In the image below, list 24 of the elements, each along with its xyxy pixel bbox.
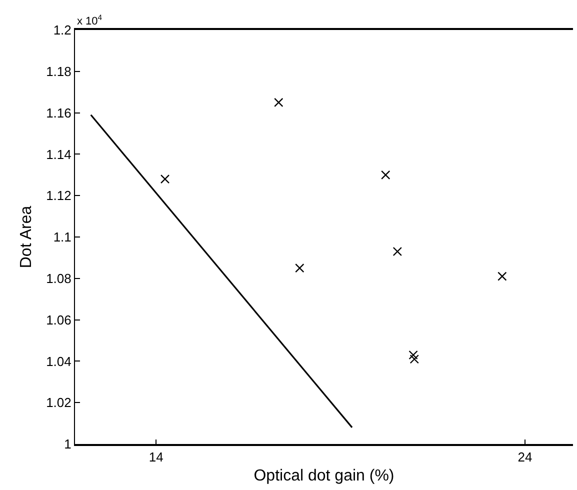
x-axis-title: Optical dot gain (%) xyxy=(254,468,394,485)
y-tick-label: 1.14 xyxy=(46,146,72,162)
point xyxy=(160,174,170,184)
y-tick-label: 1.18 xyxy=(46,64,72,79)
point xyxy=(274,98,284,108)
y-axis-title: Dot Area xyxy=(18,206,35,268)
y-tick-label: 1.2 xyxy=(53,22,72,38)
y-tick-label: 1.06 xyxy=(46,312,72,328)
y-tick-label: 1.12 xyxy=(46,188,72,204)
y-tick-label: 1.02 xyxy=(46,395,72,410)
y-tick-label: 1.08 xyxy=(46,270,72,286)
point xyxy=(392,246,402,256)
point xyxy=(408,350,418,360)
y-tick-label: 1.04 xyxy=(46,354,72,369)
y-tick-label: 1.1 xyxy=(53,230,72,245)
text: x 10$^{4}$ xyxy=(77,13,103,28)
point xyxy=(498,272,507,281)
y-tick-label: 1.16 xyxy=(46,105,72,120)
point xyxy=(410,354,419,364)
x-tick-label: 24 xyxy=(518,449,532,464)
point xyxy=(381,170,390,180)
y-tick-label: 1 xyxy=(64,436,72,452)
x-tick-label: 14 xyxy=(148,449,164,464)
point xyxy=(295,263,304,273)
